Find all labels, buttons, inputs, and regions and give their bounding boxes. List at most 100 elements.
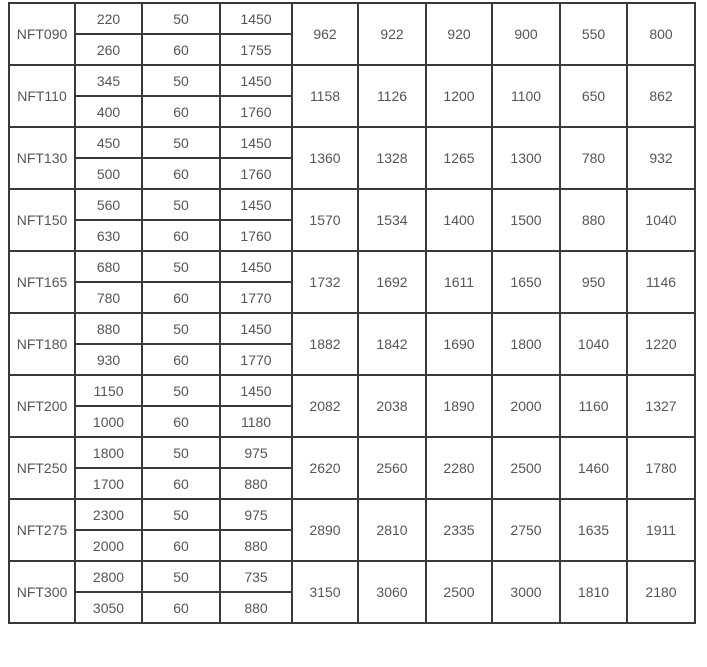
value-cell: 1780 xyxy=(626,436,696,500)
table-row: 400 60 1760 xyxy=(9,95,695,128)
value-cell: 1450 xyxy=(219,64,293,97)
model-cell: NFT110 xyxy=(8,64,76,128)
value-cell: 3150 xyxy=(291,560,359,624)
value-cell: 60 xyxy=(141,529,221,562)
value-cell: 450 xyxy=(74,126,143,159)
table-row: 500 60 1760 xyxy=(9,157,695,190)
value-cell: 60 xyxy=(141,33,221,66)
value-cell: 1570 xyxy=(291,188,359,252)
value-cell: 1328 xyxy=(357,126,427,190)
value-cell: 2300 xyxy=(74,498,143,531)
table-row: NFT200 1150 50 1450 2082 2038 1890 2000 1160 1327 xyxy=(8,374,696,438)
table-row: NFT300 2800 50 735 3150 3060 2500 3000 1810 2180 xyxy=(8,560,696,624)
value-cell: 1200 xyxy=(425,64,493,128)
value-cell: 50 xyxy=(141,560,221,593)
value-cell: 2000 xyxy=(74,529,143,562)
value-cell: 550 xyxy=(559,2,628,66)
value-cell: 50 xyxy=(141,2,221,35)
value-cell: 1760 xyxy=(219,95,293,128)
value-cell: 3000 xyxy=(491,560,561,624)
value-cell: 3060 xyxy=(357,560,427,624)
value-cell: 1732 xyxy=(291,250,359,314)
value-cell: 975 xyxy=(219,498,293,531)
value-cell: 60 xyxy=(141,281,221,314)
value-cell: 780 xyxy=(74,281,143,314)
value-cell: 880 xyxy=(219,591,293,624)
value-cell: 60 xyxy=(141,157,221,190)
value-cell: 60 xyxy=(141,405,221,438)
value-cell: 60 xyxy=(141,95,221,128)
value-cell: 1700 xyxy=(74,467,143,500)
value-cell: 1800 xyxy=(74,436,143,469)
table-row: 3050 60 880 xyxy=(9,591,695,624)
value-cell: 630 xyxy=(74,219,143,252)
value-cell: 2890 xyxy=(291,498,359,562)
spec-table: NFT090 220 50 1450 962 922 920 900 550 800 260 60 17… xyxy=(8,2,696,624)
value-cell: 920 xyxy=(425,2,493,66)
value-cell: 50 xyxy=(141,436,221,469)
value-cell: 1770 xyxy=(219,281,293,314)
value-cell: 50 xyxy=(141,126,221,159)
model-cell: NFT165 xyxy=(8,250,76,314)
value-cell: 1300 xyxy=(491,126,561,190)
value-cell: 1882 xyxy=(291,312,359,376)
value-cell: 1327 xyxy=(626,374,696,438)
value-cell: 680 xyxy=(74,250,143,283)
model-cell: NFT300 xyxy=(8,560,76,624)
value-cell: 862 xyxy=(626,64,696,128)
value-cell: 1890 xyxy=(425,374,493,438)
table-row: NFT180 880 50 1450 1882 1842 1690 1800 1040 1220 xyxy=(8,312,696,376)
value-cell: 220 xyxy=(74,2,143,35)
value-cell: 2560 xyxy=(357,436,427,500)
value-cell: 1690 xyxy=(425,312,493,376)
value-cell: 1650 xyxy=(491,250,561,314)
value-cell: 950 xyxy=(559,250,628,314)
value-cell: 1500 xyxy=(491,188,561,252)
value-cell: 60 xyxy=(141,591,221,624)
value-cell: 60 xyxy=(141,467,221,500)
value-cell: 3050 xyxy=(74,591,143,624)
value-cell: 50 xyxy=(141,64,221,97)
value-cell: 1692 xyxy=(357,250,427,314)
model-cell: NFT275 xyxy=(8,498,76,562)
value-cell: 1842 xyxy=(357,312,427,376)
value-cell: 60 xyxy=(141,343,221,376)
value-cell: 1180 xyxy=(219,405,293,438)
value-cell: 1360 xyxy=(291,126,359,190)
value-cell: 50 xyxy=(141,188,221,221)
value-cell: 50 xyxy=(141,250,221,283)
value-cell: 2500 xyxy=(491,436,561,500)
table-row: 2000 60 880 xyxy=(9,529,695,562)
value-cell: 2000 xyxy=(491,374,561,438)
value-cell: 60 xyxy=(141,219,221,252)
value-cell: 880 xyxy=(74,312,143,345)
value-cell: 1635 xyxy=(559,498,628,562)
value-cell: 1450 xyxy=(219,374,293,407)
model-cell: NFT250 xyxy=(8,436,76,500)
value-cell: 975 xyxy=(219,436,293,469)
value-cell: 2280 xyxy=(425,436,493,500)
value-cell: 1534 xyxy=(357,188,427,252)
value-cell: 800 xyxy=(626,2,696,66)
value-cell: 880 xyxy=(219,467,293,500)
value-cell: 1158 xyxy=(291,64,359,128)
model-cell: NFT150 xyxy=(8,188,76,252)
table-row: 1700 60 880 xyxy=(9,467,695,500)
value-cell: 1040 xyxy=(559,312,628,376)
value-cell: 1150 xyxy=(74,374,143,407)
value-cell: 50 xyxy=(141,374,221,407)
value-cell: 650 xyxy=(559,64,628,128)
value-cell: 1126 xyxy=(357,64,427,128)
table-row: NFT165 680 50 1450 1732 1692 1611 1650 950 1146 xyxy=(8,250,696,314)
value-cell: 900 xyxy=(491,2,561,66)
value-cell: 560 xyxy=(74,188,143,221)
table-row: NFT275 2300 50 975 2890 2810 2335 2750 1635 1911 xyxy=(8,498,696,562)
value-cell: 880 xyxy=(219,529,293,562)
value-cell: 1911 xyxy=(626,498,696,562)
value-cell: 50 xyxy=(141,312,221,345)
value-cell: 260 xyxy=(74,33,143,66)
value-cell: 1770 xyxy=(219,343,293,376)
value-cell: 500 xyxy=(74,157,143,190)
value-cell: 2038 xyxy=(357,374,427,438)
value-cell: 1400 xyxy=(425,188,493,252)
